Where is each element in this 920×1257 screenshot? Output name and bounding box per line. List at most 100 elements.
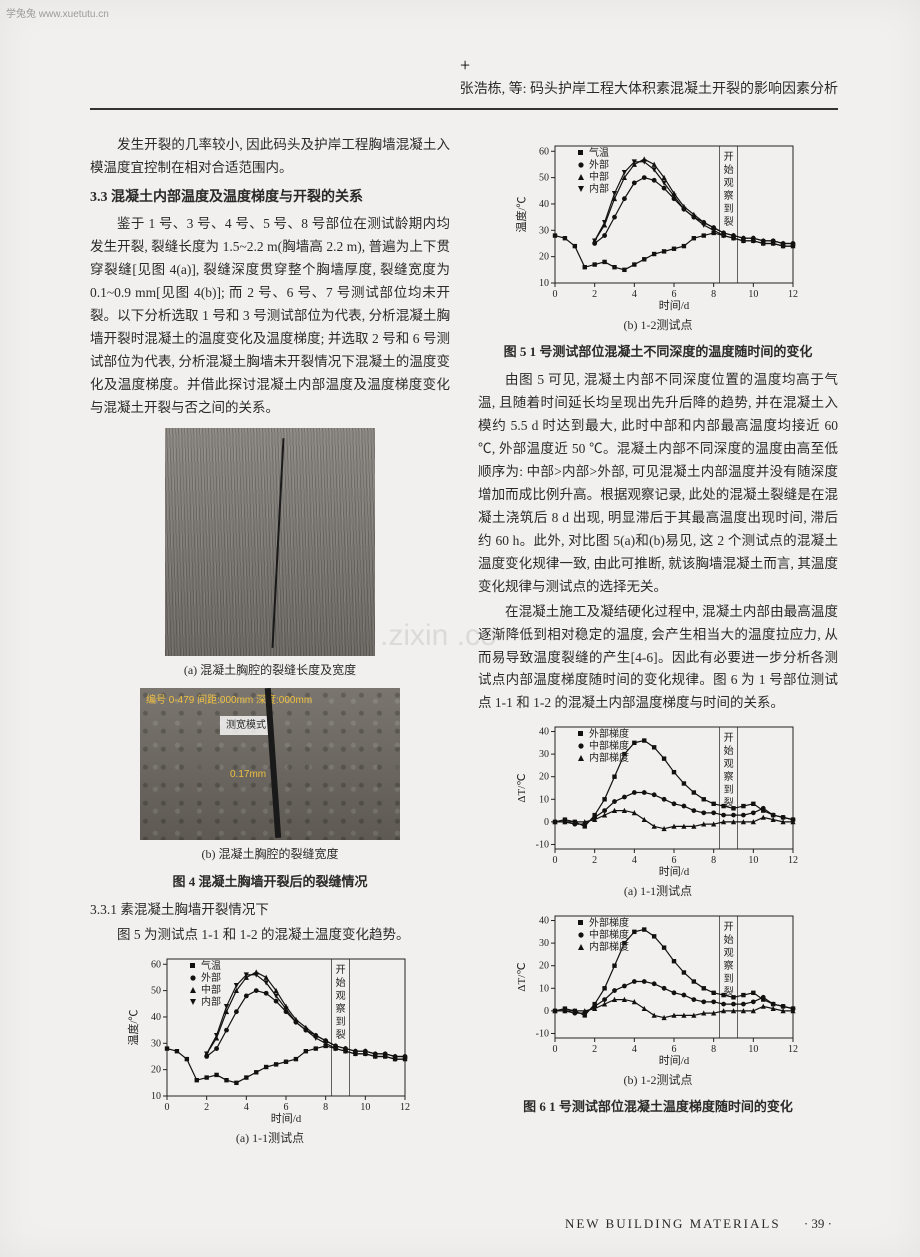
- figure-4b-photo: 编号 0-479 间距:000mm 深度:000mm 测宽模式 0.17mm: [140, 688, 400, 840]
- svg-text:温度/℃: 温度/℃: [514, 196, 528, 232]
- svg-text:观: 观: [336, 990, 346, 1002]
- svg-text:外部梯度: 外部梯度: [589, 727, 629, 740]
- svg-text:气温: 气温: [201, 959, 221, 972]
- svg-text:察: 察: [724, 959, 734, 972]
- svg-text:察: 察: [336, 1002, 346, 1015]
- svg-text:10: 10: [748, 855, 758, 866]
- running-head: 张浩栋, 等: 码头护岸工程大体积素混凝土开裂的影响因素分析: [90, 78, 838, 110]
- svg-text:内部梯度: 内部梯度: [589, 940, 629, 953]
- svg-text:4: 4: [632, 289, 637, 300]
- svg-text:开: 开: [724, 733, 734, 744]
- svg-text:察: 察: [724, 770, 734, 783]
- svg-text:-10: -10: [536, 1028, 549, 1039]
- svg-text:6: 6: [672, 855, 677, 866]
- svg-text:0: 0: [544, 1006, 549, 1017]
- svg-text:4: 4: [244, 1102, 249, 1113]
- svg-text:0: 0: [165, 1102, 170, 1113]
- svg-text:0: 0: [544, 817, 549, 828]
- svg-text:12: 12: [788, 855, 798, 866]
- svg-text:6: 6: [672, 289, 677, 300]
- svg-text:8: 8: [711, 289, 716, 300]
- svg-text:30: 30: [539, 225, 549, 236]
- svg-text:6: 6: [672, 1044, 677, 1055]
- svg-text:时间/d: 时间/d: [659, 1054, 690, 1067]
- svg-text:6: 6: [284, 1102, 289, 1113]
- svg-text:2: 2: [592, 289, 597, 300]
- page-number: · 39 ·: [804, 1216, 832, 1231]
- right-column: 024681012102030405060时间/d温度/℃开始观察到裂气温外部中…: [478, 134, 838, 1154]
- svg-text:到: 到: [724, 973, 734, 985]
- svg-text:时间/d: 时间/d: [659, 299, 690, 312]
- watermark-top-left: 学兔兔 www.xuetutu.cn: [6, 6, 109, 23]
- svg-text:0: 0: [553, 1044, 558, 1055]
- svg-text:到: 到: [724, 784, 734, 796]
- svg-text:温度/℃: 温度/℃: [126, 1009, 140, 1045]
- paragraph: 由图 5 可见, 混凝土内部不同深度位置的温度均高于气温, 且随着时间延长均呈现…: [478, 369, 838, 598]
- svg-text:到: 到: [336, 1016, 346, 1028]
- page-scan: 学兔兔 www.xuetutu.cn + 张浩栋, 等: 码头护岸工程大体积素混…: [0, 0, 920, 1257]
- svg-text:12: 12: [400, 1102, 410, 1113]
- svg-text:10: 10: [748, 289, 758, 300]
- left-column: 发生开裂的几率较小, 因此码头及护岸工程胸墙混凝土入模温度宜控制在相对合适范围内…: [90, 134, 450, 1154]
- page-footer: NEW BUILDING MATERIALS · 39 ·: [565, 1213, 832, 1235]
- svg-text:20: 20: [151, 1064, 161, 1075]
- svg-text:4: 4: [632, 1044, 637, 1055]
- heading-3-3-1: 3.3.1 素混凝土胸墙开裂情况下: [90, 899, 450, 922]
- svg-text:裂: 裂: [724, 215, 734, 228]
- svg-text:10: 10: [539, 983, 549, 994]
- svg-text:始: 始: [724, 163, 734, 176]
- svg-text:外部: 外部: [589, 158, 609, 171]
- svg-text:0: 0: [553, 855, 558, 866]
- svg-text:始: 始: [336, 976, 346, 989]
- svg-text:内部: 内部: [201, 995, 221, 1008]
- svg-text:时间/d: 时间/d: [271, 1112, 302, 1125]
- figure-5a-chart: 024681012102030405060时间/d温度/℃开始观察到裂气温外部中…: [125, 951, 415, 1148]
- svg-text:气温: 气温: [589, 146, 609, 159]
- svg-text:外部梯度: 外部梯度: [589, 916, 629, 929]
- svg-text:察: 察: [724, 189, 734, 202]
- svg-text:50: 50: [151, 985, 161, 996]
- svg-text:60: 60: [151, 959, 161, 970]
- svg-text:40: 40: [151, 1012, 161, 1023]
- paragraph: 在混凝土施工及凝结硬化过程中, 混凝土内部由最高温度逐渐降低到相对稳定的温度, …: [478, 601, 838, 716]
- svg-text:40: 40: [539, 915, 549, 926]
- svg-text:2: 2: [592, 855, 597, 866]
- svg-text:ΔT/℃: ΔT/℃: [516, 774, 528, 803]
- figure-6a-chart: 024681012-10010203040时间/dΔT/℃开始观察到裂外部梯度中…: [513, 719, 803, 901]
- svg-text:8: 8: [711, 855, 716, 866]
- figure-5-caption: 图 5 1 号测试部位混凝土不同深度的温度随时间的变化: [478, 341, 838, 363]
- journal-name: NEW BUILDING MATERIALS: [565, 1216, 781, 1231]
- photo-overlay-width: 0.17mm: [230, 766, 266, 783]
- svg-text:-10: -10: [536, 840, 549, 851]
- heading-3-3: 3.3 混凝土内部温度及温度梯度与开裂的关系: [90, 186, 450, 210]
- svg-text:40: 40: [539, 727, 549, 738]
- photo-texture: [165, 428, 375, 656]
- svg-text:10: 10: [539, 278, 549, 289]
- svg-text:30: 30: [539, 938, 549, 949]
- svg-text:30: 30: [539, 749, 549, 760]
- paragraph: 图 5 为测试点 1-1 和 1-2 的混凝土温度变化趋势。: [90, 924, 450, 947]
- svg-text:观: 观: [724, 177, 734, 189]
- svg-text:观: 观: [724, 947, 734, 959]
- svg-text:开: 开: [724, 152, 734, 163]
- svg-text:8: 8: [323, 1102, 328, 1113]
- svg-text:内部梯度: 内部梯度: [589, 751, 629, 764]
- svg-text:20: 20: [539, 960, 549, 971]
- figure-5a-subcaption: (a) 1-1测试点: [125, 1128, 415, 1148]
- svg-text:60: 60: [539, 146, 549, 157]
- paragraph: 鉴于 1 号、3 号、4 号、5 号、8 号部位在测试龄期内均发生开裂, 裂缝长…: [90, 213, 450, 419]
- svg-text:50: 50: [539, 172, 549, 183]
- svg-text:4: 4: [632, 855, 637, 866]
- svg-text:始: 始: [724, 933, 734, 946]
- svg-text:中部: 中部: [589, 170, 609, 183]
- svg-text:10: 10: [748, 1044, 758, 1055]
- content-area: 张浩栋, 等: 码头护岸工程大体积素混凝土开裂的影响因素分析 发生开裂的几率较小…: [90, 78, 838, 1207]
- svg-text:20: 20: [539, 251, 549, 262]
- svg-text:观: 观: [724, 758, 734, 770]
- svg-text:2: 2: [592, 1044, 597, 1055]
- svg-text:10: 10: [539, 795, 549, 806]
- figure-6-caption: 图 6 1 号测试部位混凝土温度梯度随时间的变化: [478, 1096, 838, 1118]
- svg-text:中部梯度: 中部梯度: [589, 928, 629, 941]
- paragraph: 发生开裂的几率较小, 因此码头及护岸工程胸墙混凝土入模温度宜控制在相对合适范围内…: [90, 134, 450, 180]
- svg-text:中部: 中部: [201, 983, 221, 996]
